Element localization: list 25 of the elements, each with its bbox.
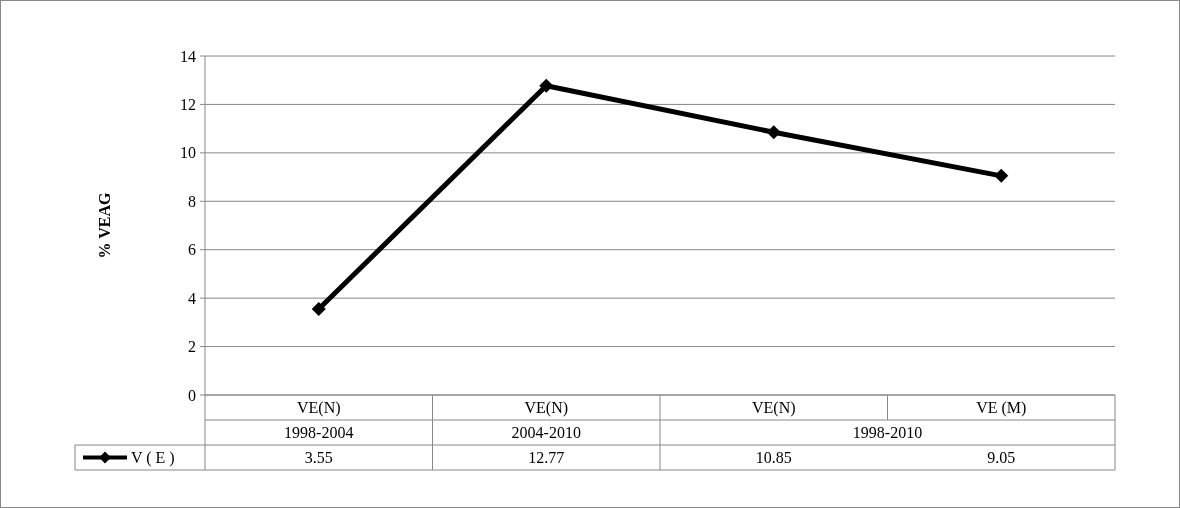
- data-label: 9.05: [987, 449, 1016, 467]
- y-axis-title: % VEAG: [96, 191, 113, 259]
- point: [539, 78, 554, 93]
- y-tick-label: 0: [188, 386, 196, 404]
- text: 1998-2004: [284, 424, 354, 442]
- y-tick-label: 4: [188, 289, 196, 307]
- x-tick-label: VE(N): [751, 399, 796, 418]
- text: 2004-2010: [511, 424, 581, 442]
- legend-label: V ( E ): [131, 449, 175, 468]
- point: [311, 302, 326, 317]
- x-tick-label: VE (M): [976, 399, 1027, 418]
- x-tick-label: VE(N): [524, 399, 569, 418]
- y-tick-label: 6: [188, 241, 196, 259]
- y-tick-label: 10: [180, 144, 196, 162]
- y-tick-label: 2: [188, 338, 196, 356]
- point: [994, 168, 1009, 183]
- data-label: 3.55: [304, 449, 333, 467]
- point: [766, 125, 781, 140]
- data-label: 10.85: [755, 449, 792, 467]
- y-tick-label: 8: [188, 192, 196, 210]
- x-tick-label: VE(N): [296, 399, 341, 418]
- y-tick-label: 14: [180, 47, 196, 65]
- data-label: 12.77: [528, 449, 565, 467]
- text: 1998-2010: [852, 424, 923, 442]
- y-tick-label: 12: [180, 96, 196, 114]
